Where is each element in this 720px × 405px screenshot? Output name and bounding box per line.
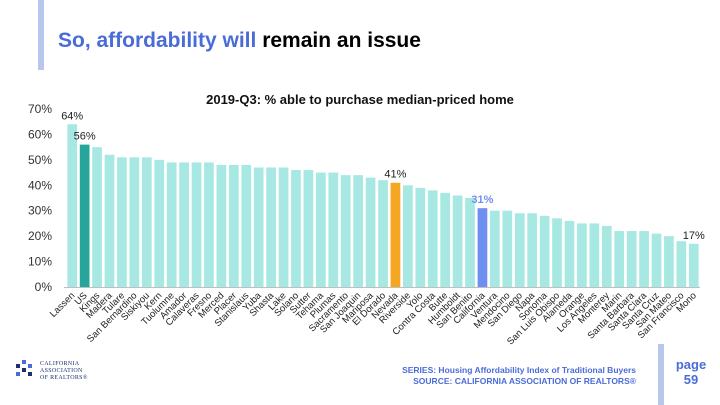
bar-tulare xyxy=(117,157,127,287)
bar-alameda xyxy=(564,220,575,287)
logo-line-1: CALIFORNIA xyxy=(40,361,80,367)
page-number-value: 59 xyxy=(683,372,699,387)
bar-madera xyxy=(104,154,115,287)
data-label: 41% xyxy=(384,169,406,181)
bar-san-diego xyxy=(514,213,525,287)
bar-merced xyxy=(216,164,227,287)
title-accent-bar xyxy=(38,0,44,70)
bar-butte xyxy=(440,192,451,287)
bar-mariposa xyxy=(365,177,376,287)
bar-yolo xyxy=(415,187,426,287)
bar-santa-cruz xyxy=(651,233,662,287)
y-tick-label: 20% xyxy=(28,229,52,243)
y-tick-label: 30% xyxy=(28,204,52,218)
bar-tehama xyxy=(315,172,326,287)
bar-mendocino xyxy=(502,210,513,287)
series-note: SERIES: Housing Affordability Index of T… xyxy=(402,365,636,375)
bar-contra-costa xyxy=(427,190,438,287)
bar-humboldt xyxy=(452,195,463,287)
bar-san-francisco xyxy=(676,241,687,287)
y-tick-label: 40% xyxy=(28,178,52,192)
bar-santa-clara xyxy=(639,231,649,287)
title-part-1: So, affordability will xyxy=(58,29,263,52)
y-tick-label: 60% xyxy=(28,127,52,141)
bar-calaveras xyxy=(191,162,202,287)
bar-kings xyxy=(92,147,102,287)
bar-san-joaquin xyxy=(353,175,363,287)
bar-marin xyxy=(614,231,625,287)
bar-placer xyxy=(228,164,239,287)
bar-nevada xyxy=(390,182,401,287)
bar-chart: 0%10%20%30%40%50%60%70%64%Lassen56%USKin… xyxy=(28,102,705,347)
bar-solano xyxy=(291,170,301,287)
bar-us xyxy=(79,144,90,287)
bar-sutter xyxy=(303,170,314,287)
bar-los-angeles xyxy=(589,223,600,287)
footer-accent-bar xyxy=(658,344,664,405)
logo-line-3: OF REALTORS® xyxy=(40,375,88,381)
car-logo-icon xyxy=(16,360,32,376)
y-tick-label: 10% xyxy=(28,255,52,269)
bar-sonoma xyxy=(539,215,550,287)
bar-shasta xyxy=(266,167,276,287)
chart-title: 2019-Q3: % able to purchase median-price… xyxy=(206,92,514,107)
bar-tuolumne xyxy=(166,162,177,287)
title-part-2: remain an issue xyxy=(262,29,421,52)
page-number: page 59 xyxy=(670,357,712,387)
slide-title: So, affordability will remain an issue xyxy=(58,29,421,53)
data-label: 64% xyxy=(61,110,83,122)
page-label: page xyxy=(675,357,707,372)
bar-plumas xyxy=(328,172,339,287)
source-notes: SERIES: Housing Affordability Index of T… xyxy=(402,365,636,387)
y-tick-label: 70% xyxy=(28,102,52,116)
bar-lassen xyxy=(67,124,78,287)
bar-yuba xyxy=(253,167,264,287)
bar-lake xyxy=(278,167,289,287)
bar-stanislaus xyxy=(241,164,252,287)
bar-california xyxy=(477,208,488,287)
bar-sacramento xyxy=(340,175,351,287)
data-label: 17% xyxy=(683,230,705,242)
bar-san-benito xyxy=(465,198,475,287)
bar-napa xyxy=(527,213,538,287)
bar-san-mateo xyxy=(664,236,674,287)
bar-siskiyou xyxy=(141,157,152,287)
bar-santa-barbara xyxy=(626,231,637,287)
y-tick-label: 50% xyxy=(28,153,52,167)
bar-mono xyxy=(688,243,699,287)
category-label: Lassen xyxy=(48,290,77,319)
bar-amador xyxy=(179,162,189,287)
bar-san-luis-obispo xyxy=(552,218,562,287)
bar-kern xyxy=(154,159,165,287)
bar-monterey xyxy=(601,225,612,287)
bar-fresno xyxy=(204,162,214,287)
bar-san-bernardino xyxy=(129,157,140,287)
car-logo-text: CALIFORNIA ASSOCIATION OF REALTORS® xyxy=(40,361,88,382)
logo-line-2: ASSOCIATION xyxy=(40,368,83,374)
data-label: 31% xyxy=(471,194,493,206)
car-logo: CALIFORNIA ASSOCIATION OF REALTORS® xyxy=(14,356,124,392)
source-note: SOURCE: CALIFORNIA ASSOCIATION OF REALTO… xyxy=(413,376,636,386)
bar-riverside xyxy=(403,185,413,287)
bar-ventura xyxy=(490,210,500,287)
y-tick-label: 0% xyxy=(35,280,53,294)
data-label: 56% xyxy=(74,131,96,143)
bar-orange xyxy=(577,223,587,287)
bar-el-dorado xyxy=(378,180,388,287)
